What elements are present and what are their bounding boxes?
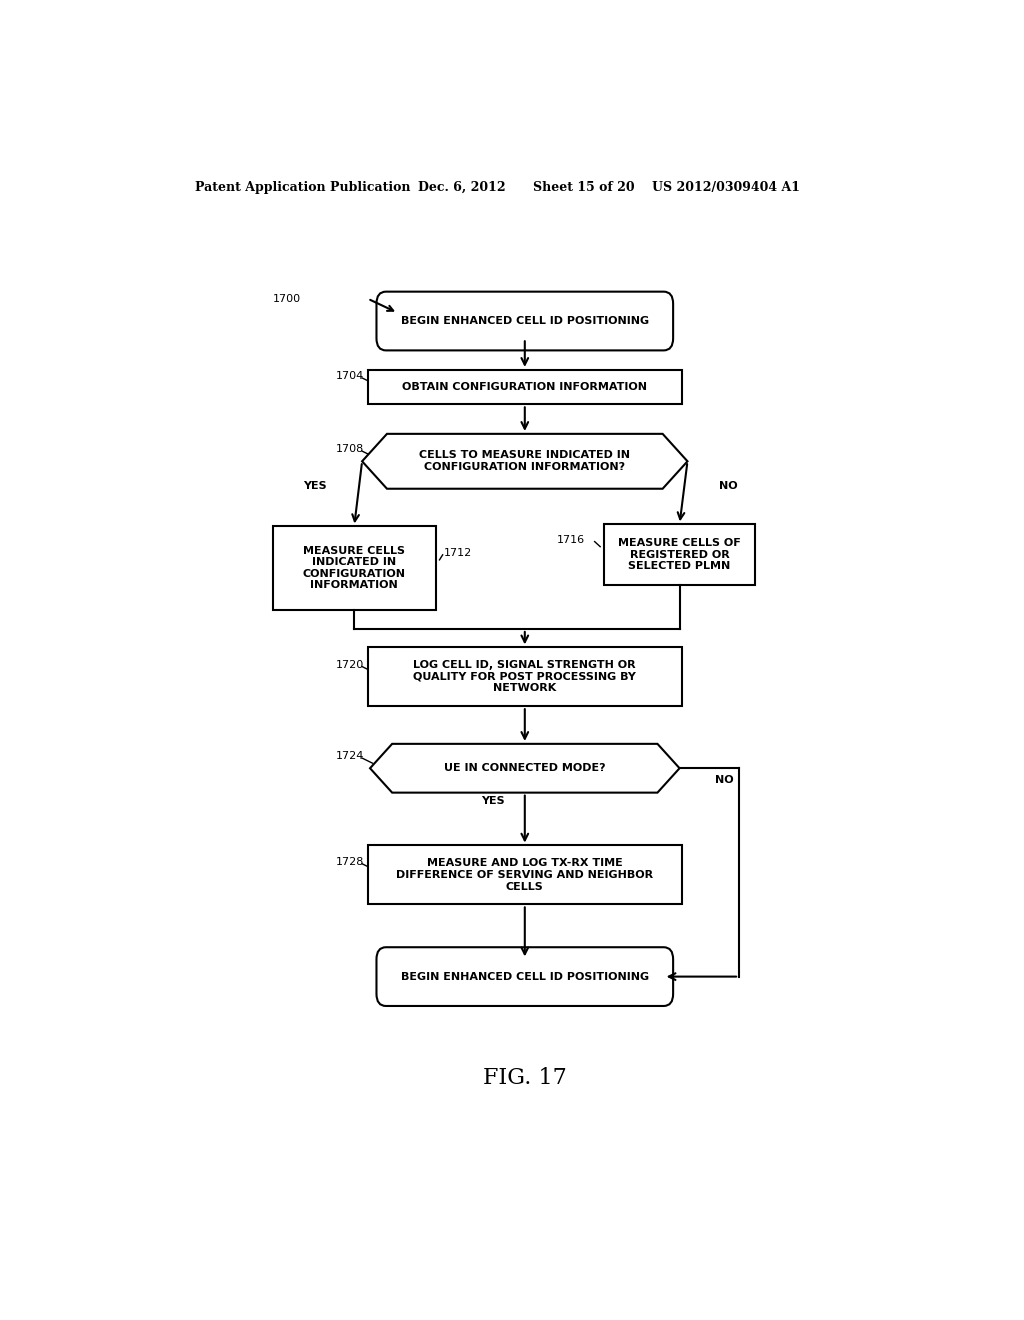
Bar [368, 846, 682, 904]
Text: 1700: 1700 [272, 293, 301, 304]
Polygon shape [362, 434, 687, 488]
Text: NO: NO [719, 480, 737, 491]
Text: 1720: 1720 [336, 660, 365, 669]
Bar [272, 527, 435, 610]
Text: BEGIN ENHANCED CELL ID POSITIONING: BEGIN ENHANCED CELL ID POSITIONING [400, 315, 649, 326]
Text: YES: YES [481, 796, 505, 805]
Text: 1716: 1716 [557, 535, 585, 545]
Text: BEGIN ENHANCED CELL ID POSITIONING: BEGIN ENHANCED CELL ID POSITIONING [400, 972, 649, 982]
Text: 1704: 1704 [336, 371, 365, 381]
Bar [604, 524, 755, 585]
FancyBboxPatch shape [377, 948, 673, 1006]
Text: 1724: 1724 [336, 751, 365, 762]
Text: MEASURE CELLS OF
REGISTERED OR
SELECTED PLMN: MEASURE CELLS OF REGISTERED OR SELECTED … [618, 539, 741, 572]
Text: US 2012/0309404 A1: US 2012/0309404 A1 [652, 181, 800, 194]
Text: NO: NO [716, 775, 734, 785]
Text: LOG CELL ID, SIGNAL STRENGTH OR
QUALITY FOR POST PROCESSING BY
NETWORK: LOG CELL ID, SIGNAL STRENGTH OR QUALITY … [414, 660, 636, 693]
Text: MEASURE CELLS
INDICATED IN
CONFIGURATION
INFORMATION: MEASURE CELLS INDICATED IN CONFIGURATION… [303, 545, 406, 590]
Text: OBTAIN CONFIGURATION INFORMATION: OBTAIN CONFIGURATION INFORMATION [402, 381, 647, 392]
Text: Sheet 15 of 20: Sheet 15 of 20 [532, 181, 634, 194]
Text: Patent Application Publication: Patent Application Publication [196, 181, 411, 194]
Text: 1712: 1712 [443, 548, 472, 558]
Bar [368, 370, 682, 404]
FancyBboxPatch shape [377, 292, 673, 350]
Text: Dec. 6, 2012: Dec. 6, 2012 [418, 181, 505, 194]
Text: 1708: 1708 [336, 444, 365, 454]
Text: MEASURE AND LOG TX-RX TIME
DIFFERENCE OF SERVING AND NEIGHBOR
CELLS: MEASURE AND LOG TX-RX TIME DIFFERENCE OF… [396, 858, 653, 891]
Text: 1728: 1728 [336, 857, 365, 867]
Text: CELLS TO MEASURE INDICATED IN
CONFIGURATION INFORMATION?: CELLS TO MEASURE INDICATED IN CONFIGURAT… [419, 450, 631, 473]
Text: YES: YES [303, 480, 327, 491]
Polygon shape [370, 744, 680, 792]
Bar [368, 647, 682, 706]
Text: FIG. 17: FIG. 17 [483, 1068, 566, 1089]
Text: UE IN CONNECTED MODE?: UE IN CONNECTED MODE? [444, 763, 605, 774]
